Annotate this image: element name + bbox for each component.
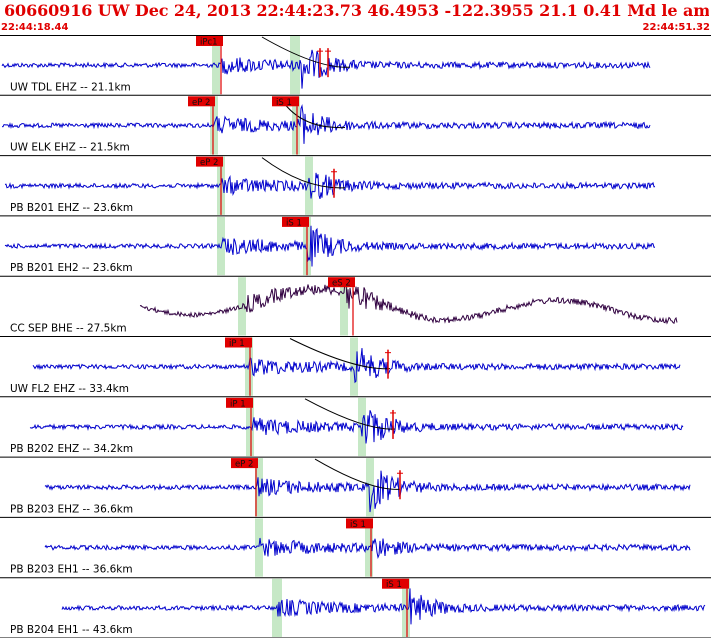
pick-label: iPc1 (200, 38, 218, 48)
pick-label: iS 1 (276, 98, 292, 108)
pick-marker[interactable]: eP 2 (231, 458, 258, 517)
s-window (290, 36, 300, 95)
station-label: PB B203 EHZ -- 36.6km (10, 503, 133, 515)
s-window (292, 96, 300, 155)
trace-panel: iP 1 PB B202 EHZ -- 34.2km (0, 397, 711, 458)
station-label: PB B201 EHZ -- 23.6km (10, 202, 133, 214)
s-window (358, 397, 366, 457)
pick-label: eP 2 (235, 460, 253, 470)
waveform (1, 49, 651, 89)
pick-label: eP 2 (192, 98, 210, 108)
pick-marker[interactable]: iS 1 (346, 518, 373, 577)
trace-panel: iPc1 UW TDL EHZ -- 21.1km (0, 36, 711, 96)
waveform (32, 348, 681, 384)
seismogram-plot: iPc1 UW TDL EHZ -- 21.1km eP 2 iS 1 UW ELK E… (0, 35, 711, 638)
trace-panel: eS 2 CC SEP BHE -- 27.5km (0, 277, 711, 337)
arrival-curve (314, 458, 401, 490)
station-label: PB B204 EH1 -- 43.6km (10, 624, 133, 636)
pick-marker[interactable]: eP 2 (188, 96, 215, 155)
station-label: UW TDL EHZ -- 21.1km (10, 81, 131, 93)
pick-marker[interactable]: iP 1 (226, 397, 253, 457)
s-window (340, 277, 348, 336)
trace-panel: iS 1 PB B203 EH1 -- 36.6km (0, 518, 711, 579)
station-label: PB B203 EH1 -- 36.6km (10, 564, 133, 576)
s-window (366, 458, 374, 517)
time-end-label: 22:44:51.32 (642, 22, 710, 33)
trace-panel: eP 2 PB B201 EHZ -- 23.6km (0, 156, 711, 217)
trace-panel: eP 2 iS 1 UW ELK EHZ -- 21.5km (0, 96, 711, 157)
pick-label: eS 2 (332, 279, 351, 289)
pick-label: iP 1 (229, 339, 245, 349)
pick-label: eP 2 (200, 158, 218, 168)
pick-label: iP 1 (230, 399, 246, 409)
trace-panel: iP 1 UW FL2 EHZ -- 33.4km (0, 337, 711, 398)
pick-marker[interactable]: iS 1 (282, 216, 309, 276)
pick-label: iS 1 (386, 580, 402, 590)
pick-marker[interactable]: iS 1 (272, 96, 299, 155)
waveform (1, 104, 651, 144)
pick-label: iS 1 (286, 218, 302, 228)
waveform (139, 277, 678, 325)
arrival-curve (289, 338, 391, 370)
s-window (305, 156, 313, 215)
pick-marker[interactable]: iPc1 (196, 36, 223, 95)
trace-panel: iS 1 PB B201 EH2 -- 23.6km (0, 216, 711, 277)
station-label: CC SEP BHE -- 27.5km (10, 323, 127, 335)
waveform (61, 588, 706, 625)
pick-marker[interactable]: eP 2 (196, 156, 223, 215)
waveform (44, 470, 691, 513)
station-label: UW ELK EHZ -- 21.5km (10, 142, 130, 154)
pick-label: iS 1 (350, 520, 366, 530)
pick-marker[interactable]: iP 1 (225, 337, 252, 396)
pick-marker[interactable]: iS 1 (382, 578, 409, 637)
time-start-label: 22:44:18.44 (1, 22, 69, 33)
waveform (4, 172, 656, 200)
waveform (29, 410, 684, 444)
arrival-curve (261, 36, 351, 68)
station-label: PB B201 EH2 -- 23.6km (10, 262, 133, 274)
waveform (44, 537, 691, 560)
trace-panel: iS 1 PB B204 EH1 -- 43.6km (0, 578, 711, 638)
trace-panel: eP 2 PB B203 EHZ -- 36.6km (0, 458, 711, 518)
station-label: PB B202 EHZ -- 34.2km (10, 443, 133, 455)
s-window (350, 337, 358, 396)
p-window (255, 518, 263, 577)
waveform (4, 225, 655, 267)
event-title: 60660916 UW Dec 24, 2013 22:44:23.73 46.… (4, 1, 709, 20)
pick-marker[interactable]: eS 2 (328, 277, 355, 336)
station-label: UW FL2 EHZ -- 33.4km (10, 383, 129, 395)
arrival-curve (261, 157, 346, 189)
arrival-curve (304, 398, 396, 430)
